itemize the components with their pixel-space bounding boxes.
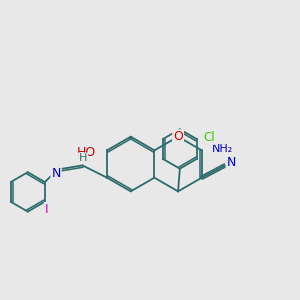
Text: NH₂: NH₂ bbox=[212, 144, 233, 154]
Text: N: N bbox=[51, 167, 61, 180]
Text: HO: HO bbox=[76, 146, 96, 159]
Text: O: O bbox=[173, 130, 183, 143]
Text: Cl: Cl bbox=[203, 131, 215, 144]
Text: H: H bbox=[79, 153, 87, 164]
Text: I: I bbox=[45, 203, 48, 216]
Text: N: N bbox=[226, 156, 236, 170]
